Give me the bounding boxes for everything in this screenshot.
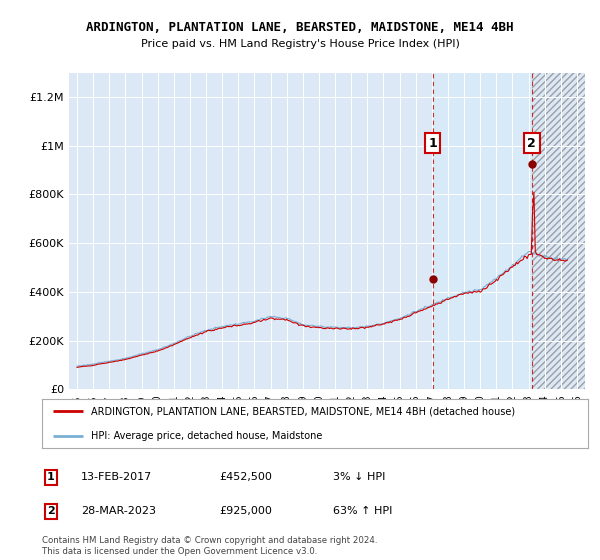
Text: £452,500: £452,500	[219, 472, 272, 482]
Text: 13-FEB-2017: 13-FEB-2017	[81, 472, 152, 482]
Bar	[532, 73, 585, 389]
Text: Contains HM Land Registry data © Crown copyright and database right 2024.
This d: Contains HM Land Registry data © Crown c…	[42, 536, 377, 556]
Text: 63% ↑ HPI: 63% ↑ HPI	[333, 506, 392, 516]
Text: 1: 1	[428, 137, 437, 150]
Text: Price paid vs. HM Land Registry's House Price Index (HPI): Price paid vs. HM Land Registry's House …	[140, 39, 460, 49]
Bar	[433, 73, 532, 389]
Text: 3% ↓ HPI: 3% ↓ HPI	[333, 472, 385, 482]
Text: £925,000: £925,000	[219, 506, 272, 516]
Text: 2: 2	[527, 137, 536, 150]
Text: 1: 1	[47, 472, 55, 482]
Text: ARDINGTON, PLANTATION LANE, BEARSTED, MAIDSTONE, ME14 4BH: ARDINGTON, PLANTATION LANE, BEARSTED, MA…	[86, 21, 514, 34]
Text: HPI: Average price, detached house, Maidstone: HPI: Average price, detached house, Maid…	[91, 431, 323, 441]
Text: ARDINGTON, PLANTATION LANE, BEARSTED, MAIDSTONE, ME14 4BH (detached house): ARDINGTON, PLANTATION LANE, BEARSTED, MA…	[91, 406, 515, 416]
Text: 2: 2	[47, 506, 55, 516]
Text: 28-MAR-2023: 28-MAR-2023	[81, 506, 156, 516]
